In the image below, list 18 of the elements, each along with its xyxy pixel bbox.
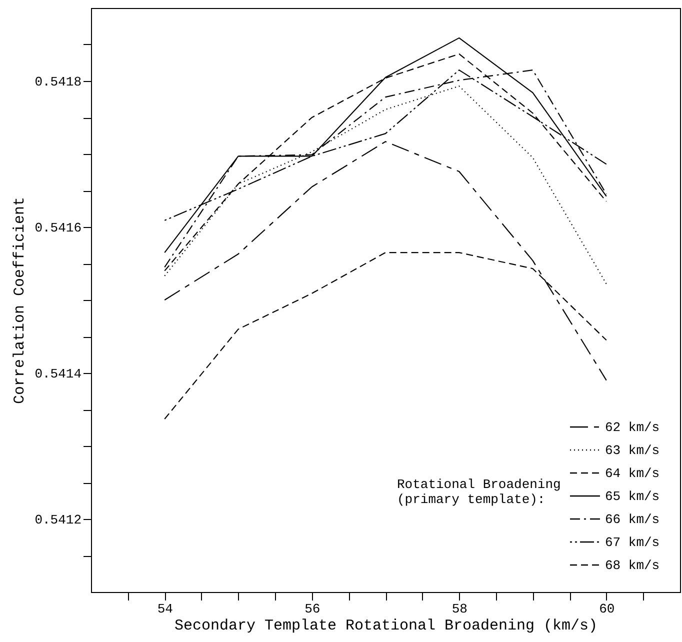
x-tick-label: 60 xyxy=(599,602,615,616)
x-tick-label: 54 xyxy=(157,602,174,616)
y-tick-label: 0.5412 xyxy=(34,512,82,528)
legend-label: 68 km/s xyxy=(605,558,660,573)
x-tick-label: 56 xyxy=(304,602,320,616)
legend-title: Rotational Broadening (primary template): xyxy=(397,477,561,507)
x-tick-label: 58 xyxy=(452,602,468,616)
legend-label: 62 km/s xyxy=(605,420,660,435)
legend-label: 65 km/s xyxy=(605,489,660,504)
legend-label: 64 km/s xyxy=(605,466,660,481)
legend-label: 66 km/s xyxy=(605,512,660,527)
y-tick-label: 0.5414 xyxy=(34,366,82,382)
y-tick-label: 0.5416 xyxy=(34,220,82,236)
y-axis-title: Correlation Coefficient xyxy=(12,196,29,404)
legend-label: 63 km/s xyxy=(605,443,660,458)
legend-label: 67 km/s xyxy=(605,535,660,550)
y-tick-label: 0.5418 xyxy=(34,74,82,90)
x-axis-title: Secondary Template Rotational Broadening (km/s) xyxy=(174,618,598,634)
